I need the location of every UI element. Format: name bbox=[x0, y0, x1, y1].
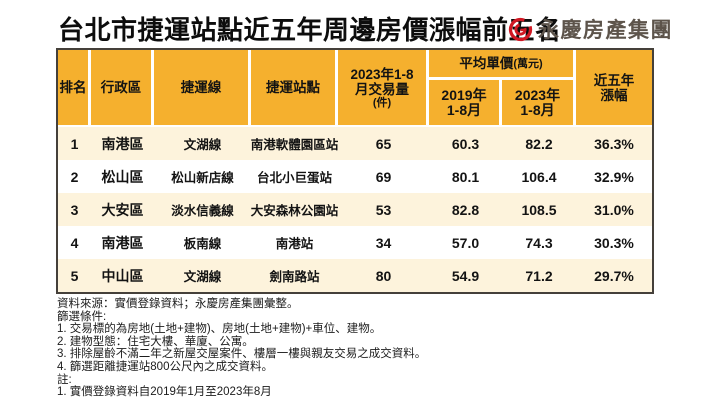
cell-growth: 29.7% bbox=[594, 267, 634, 284]
cell-district: 南港區 bbox=[101, 135, 144, 152]
table-row: 2 松山區 松山新店線 台北小巨蛋站 69 80.1 106.4 32.9% bbox=[58, 160, 652, 193]
cell-volume: 80 bbox=[375, 267, 392, 284]
cell-district: 大安區 bbox=[101, 201, 144, 218]
yungching-logo-icon bbox=[508, 17, 533, 42]
brand: 永慶房產集團 bbox=[508, 14, 673, 44]
cell-rank: 4 bbox=[70, 234, 79, 251]
cell-line: 板南線 bbox=[183, 237, 222, 251]
cell-volume: 69 bbox=[375, 168, 392, 185]
cell-station: 大安森林公園站 bbox=[250, 204, 339, 218]
col-header-growth: 近五年 漲幅 bbox=[593, 72, 635, 103]
cell-price-2023: 71.2 bbox=[525, 267, 553, 284]
cell-price-2023: 108.5 bbox=[521, 201, 557, 218]
footnote-line: 1. 實價登錄資料自2019年1月至2023年8月 bbox=[57, 386, 272, 399]
cell-rank: 1 bbox=[70, 135, 79, 152]
col-header-volume: 2023年1-8 月交易量 (件) bbox=[338, 50, 429, 125]
col-header-station: 捷運站點 bbox=[251, 50, 338, 125]
table-header: 排名 行政區 捷運線 捷運站點 2023年1-8 月交易量 (件) 平均單價 (萬… bbox=[58, 50, 652, 127]
table-row: 3 大安區 淡水信義線 大安森林公園站 53 82.8 108.5 31.0% bbox=[58, 193, 652, 226]
table-row: 4 南港區 板南線 南港站 34 57.0 74.3 30.3% bbox=[58, 226, 652, 259]
col-header-2019: 2019年 1-8月 bbox=[429, 80, 502, 125]
cell-price-2019: 54.9 bbox=[451, 267, 480, 284]
table-body: 1 南港區 文湖線 南港軟體園區站 65 60.3 82.2 36.3% 2 松… bbox=[58, 127, 652, 292]
cell-line: 文湖線 bbox=[183, 270, 222, 284]
price-growth-table: 排名 行政區 捷運線 捷運站點 2023年1-8 月交易量 (件) 平均單價 (萬… bbox=[56, 48, 654, 294]
cell-price-2023: 106.4 bbox=[521, 168, 557, 185]
col-header-line: 捷運線 bbox=[154, 50, 251, 125]
footnote-line: 3. 排除屋齡不滿二年之新屋交屋案件、樓層一樓與親友交易之成交資料。 bbox=[57, 348, 427, 361]
cell-station: 台北小巨蛋站 bbox=[256, 171, 332, 185]
cell-district: 中山區 bbox=[101, 267, 144, 284]
cell-price-2019: 57.0 bbox=[451, 234, 480, 251]
cell-price-2023: 82.2 bbox=[525, 135, 553, 152]
page-title: 台北市捷運站點近五年周邊房價漲幅前五名 bbox=[58, 15, 562, 45]
cell-rank: 5 bbox=[70, 267, 79, 284]
brand-name: 永慶房產集團 bbox=[538, 19, 673, 42]
cell-district: 南港區 bbox=[101, 234, 144, 251]
cell-volume: 53 bbox=[375, 201, 392, 218]
cell-station: 南港站 bbox=[275, 237, 314, 251]
cell-growth: 30.3% bbox=[594, 234, 634, 251]
cell-district: 松山區 bbox=[101, 168, 144, 185]
footnote-line: 4. 篩選距離捷運站800公尺內之成交資料。 bbox=[57, 360, 273, 373]
footnote-line: 2. 建物型態：住宅大樓、華廈、公寓。 bbox=[57, 335, 254, 348]
cell-station: 南港軟體園區站 bbox=[250, 138, 339, 152]
cell-line: 淡水信義線 bbox=[171, 204, 234, 218]
cell-growth: 32.9% bbox=[594, 168, 634, 185]
footnote-line: 資料來源：實價登錄資料；永慶房產集團彙整。 bbox=[57, 298, 299, 310]
cell-price-2023: 74.3 bbox=[525, 234, 553, 251]
col-header-rank: 排名 bbox=[58, 50, 91, 125]
cell-growth: 36.3% bbox=[594, 135, 634, 152]
cell-station: 劍南路站 bbox=[269, 270, 320, 284]
cell-rank: 3 bbox=[70, 201, 79, 218]
footnotes: 資料來源：實價登錄資料；永慶房產集團彙整。 篩選條件: 1. 交易標的為房地(土地+… bbox=[57, 298, 426, 399]
cell-price-2019: 80.1 bbox=[451, 168, 480, 185]
footnote-line: 註: bbox=[57, 373, 72, 386]
col-header-district: 行政區 bbox=[91, 50, 154, 125]
footnote-line: 篩選條件: bbox=[57, 310, 107, 323]
cell-volume: 34 bbox=[375, 234, 392, 251]
cell-line: 松山新店線 bbox=[171, 171, 234, 185]
cell-volume: 65 bbox=[375, 135, 392, 152]
cell-price-2019: 60.3 bbox=[451, 135, 480, 152]
table-row: 1 南港區 文湖線 南港軟體園區站 65 60.3 82.2 36.3% bbox=[58, 127, 652, 160]
cell-growth: 31.0% bbox=[594, 201, 634, 218]
table-row: 5 中山區 文湖線 劍南路站 80 54.9 71.2 29.7% bbox=[58, 259, 652, 292]
col-header-2023: 2023年 1-8月 bbox=[502, 80, 576, 125]
col-header-avg-price-group: 平均單價 (萬元) bbox=[429, 50, 576, 80]
cell-rank: 2 bbox=[70, 168, 79, 185]
cell-price-2019: 82.8 bbox=[451, 201, 480, 218]
footnote-line: 1. 交易標的為房地(土地+建物)、房地(土地+建物)+車位、建物。 bbox=[57, 323, 382, 336]
cell-line: 文湖線 bbox=[183, 138, 222, 152]
